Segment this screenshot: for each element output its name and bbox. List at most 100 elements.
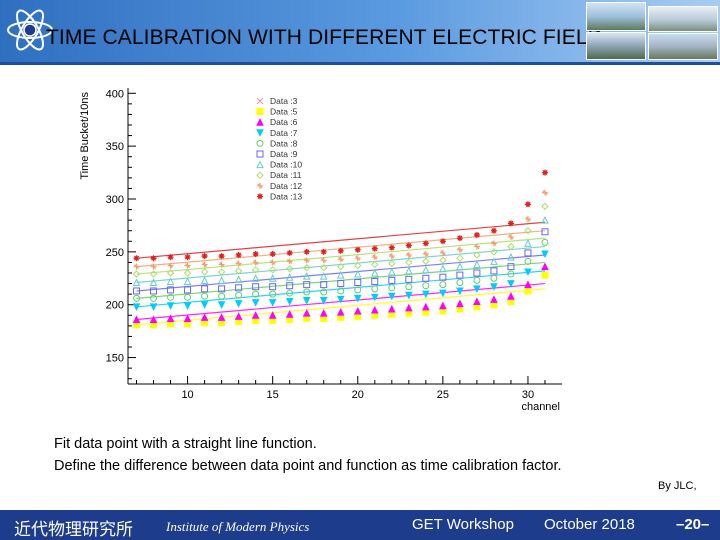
data-point	[320, 257, 327, 264]
data-point	[507, 292, 515, 300]
data-point	[133, 294, 141, 302]
data-point	[285, 310, 294, 318]
data-point	[524, 201, 531, 208]
x-axis-label: channel	[521, 401, 560, 413]
y-tick-label: 300	[106, 194, 124, 206]
data-point	[218, 253, 225, 260]
data-point	[524, 227, 532, 235]
data-point	[524, 280, 532, 289]
data-point	[371, 260, 379, 269]
data-point	[473, 251, 481, 259]
data-point	[303, 288, 311, 296]
data-point	[336, 295, 345, 304]
data-point	[388, 253, 395, 260]
y-tick-label: 250	[106, 247, 124, 259]
legend-label: Data :6	[270, 117, 298, 127]
data-point	[251, 266, 260, 274]
data-point	[269, 259, 276, 266]
y-tick-label: 350	[106, 141, 124, 153]
data-point	[490, 267, 498, 275]
data-point	[354, 246, 361, 253]
data-point	[371, 245, 378, 252]
data-point	[217, 301, 226, 309]
data-point	[150, 255, 157, 262]
data-point	[439, 264, 447, 273]
data-point	[269, 250, 276, 257]
data-point	[439, 273, 447, 281]
data-point	[507, 270, 515, 278]
campus-photo-1	[586, 2, 646, 31]
data-point	[286, 258, 293, 265]
data-point	[370, 293, 379, 302]
data-point	[132, 315, 141, 324]
data-point	[302, 264, 311, 272]
data-point	[149, 278, 158, 287]
data-point	[456, 271, 464, 279]
data-point	[541, 228, 549, 236]
data-point	[405, 266, 413, 275]
data-point	[149, 270, 158, 278]
data-point	[541, 202, 549, 211]
data-point	[302, 272, 311, 280]
data-point	[268, 299, 277, 307]
data-point	[235, 252, 242, 259]
data-point	[285, 298, 294, 306]
data-point	[303, 281, 311, 289]
data-point	[132, 278, 141, 287]
data-point	[269, 290, 277, 298]
data-point	[490, 240, 497, 247]
data-point	[166, 277, 175, 285]
x-tick-label: 20	[352, 389, 364, 401]
data-point	[303, 248, 310, 255]
workshop-name: GET Workshop	[412, 516, 514, 533]
data-point	[337, 280, 345, 288]
caption-line-1: Fit data point with a straight line func…	[54, 436, 317, 452]
legend-marker	[256, 118, 264, 126]
data-point	[234, 300, 243, 308]
page-number: –20–	[676, 516, 710, 533]
data-point	[217, 268, 226, 276]
data-point	[337, 262, 345, 271]
data-point	[286, 249, 293, 256]
data-point	[439, 249, 446, 256]
data-point	[286, 289, 294, 297]
data-point	[456, 299, 464, 308]
data-point	[422, 265, 430, 274]
data-point	[251, 274, 260, 282]
data-point	[235, 291, 243, 299]
calibration-chart: 150 200 250 300 350 400 10 15 20 25 30 channel Time …	[62, 78, 574, 418]
legend-label: Data :9	[270, 149, 298, 159]
data-point	[336, 270, 345, 279]
data-point	[507, 253, 515, 261]
data-point	[353, 269, 362, 278]
data-point	[336, 307, 345, 316]
data-point	[183, 302, 192, 310]
data-point	[541, 250, 549, 259]
x-tick-label: 30	[522, 389, 534, 401]
legend-label: Data :8	[270, 138, 298, 148]
data-point	[507, 234, 514, 241]
data-point	[200, 268, 209, 276]
data-point	[337, 256, 344, 263]
data-point	[303, 257, 310, 264]
data-point	[167, 286, 175, 294]
data-point	[490, 283, 498, 291]
data-point	[507, 280, 515, 288]
data-point	[234, 275, 243, 283]
institute-logo-icon	[7, 9, 53, 51]
data-point	[422, 302, 430, 311]
legend-marker	[256, 139, 264, 147]
data-point	[201, 253, 208, 260]
data-point	[252, 290, 260, 298]
data-point	[234, 267, 243, 275]
data-point	[439, 238, 446, 245]
y-axis-label: Time Bucket/10ns	[79, 92, 91, 180]
data-point	[133, 263, 140, 270]
campus-photo-2	[648, 6, 718, 32]
data-point	[524, 239, 532, 247]
data-point	[252, 259, 259, 266]
data-point	[286, 282, 294, 290]
data-point	[541, 262, 549, 271]
data-point	[388, 276, 396, 284]
